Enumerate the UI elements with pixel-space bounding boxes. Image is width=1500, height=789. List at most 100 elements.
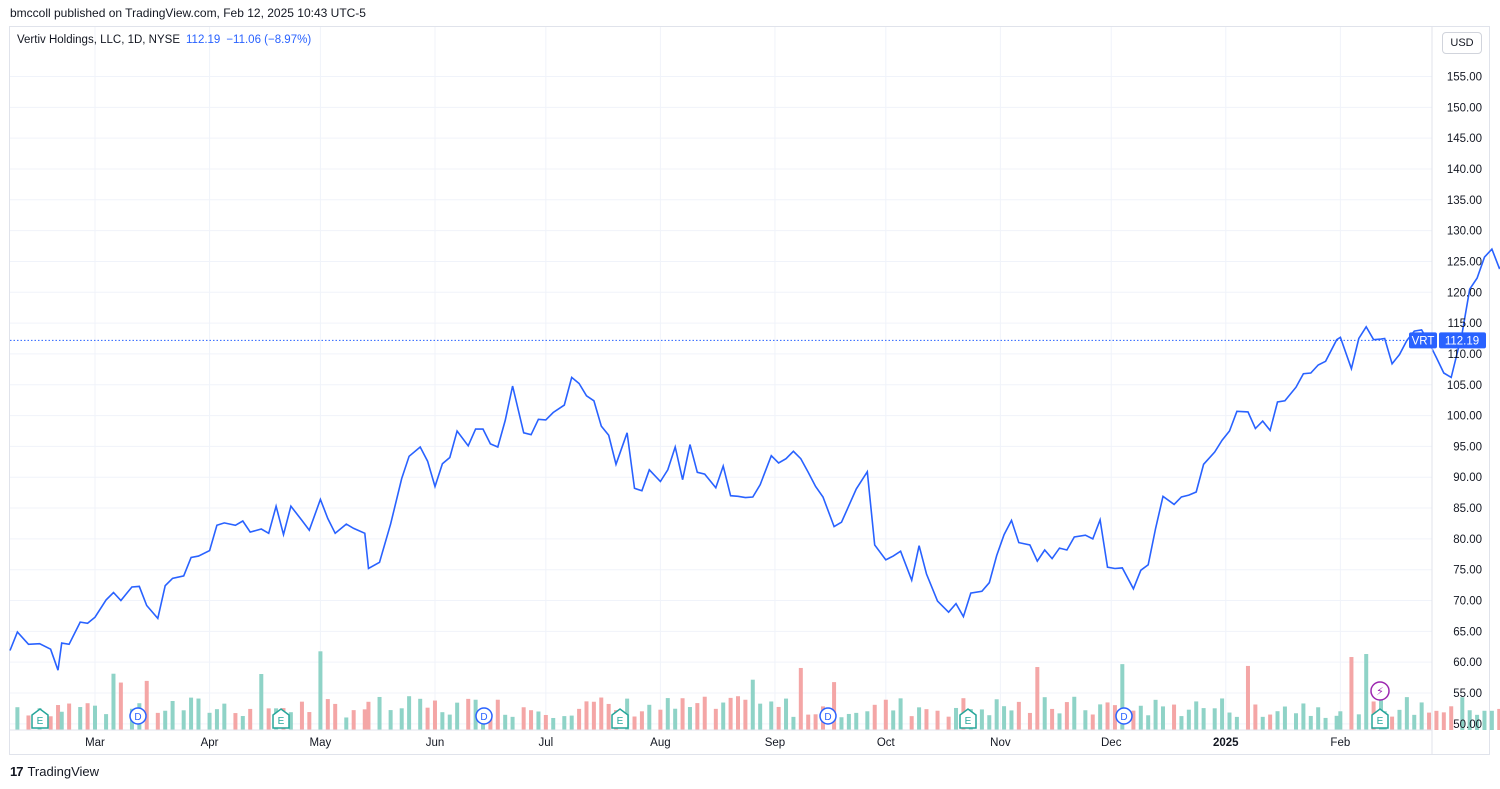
grid [10, 27, 1432, 730]
volume-bar [455, 702, 460, 730]
volume-bar [606, 703, 611, 730]
dividend-glyph: D [480, 712, 487, 723]
volume-bar [1042, 697, 1047, 730]
chart-frame[interactable] [9, 26, 1490, 755]
symbol-legend: Vertiv Holdings, LLC, 1D, NYSE 112.19 −1… [17, 34, 311, 46]
volume-bar [1072, 696, 1077, 730]
volume-bar [883, 699, 888, 730]
symbol-badge-text: VRT [1412, 335, 1435, 347]
volume-bar [591, 701, 596, 730]
volume-bar [839, 717, 844, 730]
volume-bar [163, 710, 168, 730]
volume-bar [333, 703, 338, 730]
y-tick-label: 65.00 [1453, 626, 1482, 638]
volume-bar [1356, 714, 1361, 730]
volume-bar [155, 712, 160, 730]
volume-bar [695, 703, 700, 730]
publish-info: bmccoll published on TradingView.com, Fe… [10, 6, 366, 20]
volume-bar [1194, 701, 1199, 730]
volume-bar [1153, 699, 1158, 730]
x-tick-label: Dec [1101, 737, 1122, 749]
volume-bar [791, 716, 796, 730]
last-price-label: VRT 112.19 [1409, 332, 1486, 349]
volume-bar [702, 696, 707, 730]
volume-bar [1441, 712, 1446, 730]
volume-bar [776, 706, 781, 730]
volume-bar [377, 696, 382, 730]
y-axis: 50.00 55.00 60.00 65.00 70.00 75.00 80.00 85.00… [1447, 71, 1482, 730]
symbol-name: Vertiv Holdings, LLC, 1D, NYSE [17, 34, 180, 46]
volume-bar [584, 701, 589, 730]
volume-bar [599, 697, 604, 730]
volume-bar [891, 710, 896, 730]
volume-bar [1131, 710, 1136, 730]
y-tick-label: 145.00 [1447, 133, 1482, 145]
volume-bar [67, 703, 72, 730]
earnings-icon [959, 708, 977, 729]
volume-bar [495, 699, 500, 730]
volume-bar [1160, 706, 1165, 730]
volume-bar [1260, 716, 1265, 730]
volume-bar [1234, 716, 1239, 730]
earnings-glyph: E [37, 716, 44, 727]
x-tick-label: May [310, 737, 332, 749]
volume-bar [1050, 708, 1055, 730]
volume-bar [1179, 716, 1184, 730]
volume-bar [1268, 714, 1273, 730]
volume-bar [440, 712, 445, 730]
volume-bar [1467, 710, 1472, 730]
volume-bar [1427, 712, 1432, 730]
tradingview-logo-icon: 17 [10, 764, 24, 779]
volume-bar [307, 712, 312, 730]
volume-bar [728, 697, 733, 730]
volume-bar [1419, 702, 1424, 730]
x-tick-label: Aug [650, 737, 670, 749]
volume-bar [399, 708, 404, 730]
earnings-glyph: E [278, 716, 285, 727]
y-tick-label: 80.00 [1453, 534, 1482, 546]
volume-bar [299, 701, 304, 730]
volume-bar [1497, 708, 1500, 730]
volume-bar [1294, 713, 1299, 730]
dividend-glyph: D [824, 712, 831, 723]
volume-bar [647, 704, 652, 730]
volume-bar [351, 710, 356, 730]
y-tick-label: 110.00 [1448, 349, 1482, 361]
y-tick-label: 60.00 [1453, 657, 1482, 669]
currency-button[interactable]: USD [1442, 32, 1482, 54]
x-tick-label: Sep [765, 737, 785, 749]
volume-bar [1323, 717, 1328, 730]
volume-bar [1083, 710, 1088, 730]
volume-bar [26, 715, 31, 730]
volume-bar [1475, 714, 1480, 730]
price-badge [1439, 332, 1486, 349]
volume-bar [1120, 664, 1125, 730]
earnings-glyph: E [617, 716, 624, 727]
volume-bar [1186, 709, 1191, 730]
volume-bar [872, 704, 877, 730]
volume-bar [111, 673, 116, 730]
volume-bar [680, 698, 685, 730]
volume-bar [665, 698, 670, 730]
earnings-glyph: E [965, 716, 972, 727]
volume-bar [207, 712, 212, 730]
volume-bar [1098, 704, 1103, 730]
volume-bar [909, 716, 914, 730]
lightning-icon [1370, 681, 1390, 701]
volume-bar [1316, 707, 1321, 730]
y-tick-label: 140.00 [1447, 164, 1482, 176]
footer-brand[interactable]: 17 TradingView [10, 764, 99, 779]
lightning-glyph: ⚡ [1376, 685, 1384, 698]
y-tick-label: 95.00 [1453, 441, 1482, 453]
volume-bar [632, 716, 637, 730]
volume-bar [222, 703, 227, 730]
volume-bar [1002, 706, 1007, 730]
volume-bar [1338, 711, 1343, 730]
dividend-icon [475, 707, 493, 725]
volume-bar [1460, 697, 1465, 730]
volume-bar [577, 708, 582, 730]
volume-bar [407, 696, 412, 730]
volume-bar [1253, 704, 1258, 730]
volume-bar [687, 707, 692, 730]
